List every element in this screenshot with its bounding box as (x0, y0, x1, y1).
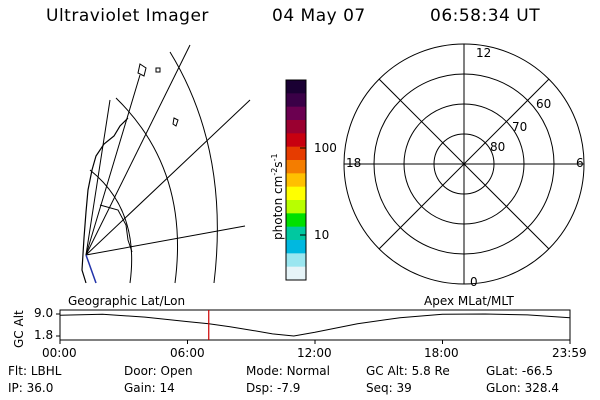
footer-glon-label: GLon: (486, 381, 521, 395)
map-meridian-2 (85, 225, 246, 256)
colorbar-segment (286, 146, 306, 161)
map-lat-arc-outer (169, 51, 218, 284)
footer-door-label: Door: (124, 364, 157, 378)
x-tick-1200: 12:00 (297, 346, 332, 360)
footer-seq-value: 39 (396, 381, 412, 395)
colorbar-segment (286, 106, 306, 121)
polar-lat-60: 60 (536, 97, 552, 111)
colorbar-segment (286, 213, 306, 228)
date-label: 04 May 07 (272, 6, 366, 26)
altitude-ylabel: GC Alt (12, 310, 26, 348)
footer-glon-value: 328.4 (524, 381, 559, 395)
time-label: 06:58:34 UT (430, 6, 541, 26)
altitude-line (59, 313, 571, 337)
x-tick-2359: 23:59 (552, 346, 587, 360)
instrument-title: Ultraviolet Imager (46, 6, 209, 26)
colorbar-segment (286, 266, 306, 281)
geographic-map (81, 44, 251, 284)
footer-door-value: Open (160, 364, 193, 378)
map-island-3 (155, 67, 161, 73)
colorbar-segment (286, 253, 306, 268)
footer-gcalt: GC Alt: 5.8 Re (366, 364, 450, 378)
footer-seq: Seq: 39 (366, 381, 412, 395)
footer-dsp-value: -7.9 (276, 381, 301, 395)
colorbar-segment (286, 240, 306, 254)
footer-gain-value: 14 (159, 381, 175, 395)
colorbar-segment (286, 226, 306, 241)
polar-lat-80: 80 (490, 140, 506, 154)
map-coastline (81, 117, 129, 284)
colorbar-unit-sup1: -2 (270, 167, 279, 176)
map-coastline-2 (99, 204, 133, 253)
colorbar-segment (286, 186, 306, 201)
footer-door: Door: Open (124, 364, 193, 378)
footer-gcalt-label: GC Alt: (366, 364, 408, 378)
map-meridian-1 (85, 74, 141, 256)
colorbar-tick-10: 10 (314, 228, 330, 242)
map-lat-arc-mid (115, 97, 178, 284)
footer-ip-value: 36.0 (26, 381, 54, 395)
footer-gcalt-value: 5.8 Re (411, 364, 450, 378)
footer-glat-label: GLat: (486, 364, 519, 378)
footer-glat: GLat: -66.5 (486, 364, 553, 378)
x-tick-0600: 06:00 (170, 346, 205, 360)
polar-label-6: 6 (576, 156, 584, 170)
colorbar-unit-label: photon cm-2s-1 (270, 153, 285, 240)
colorbar-segment (286, 160, 306, 174)
map-meridian-5 (85, 99, 251, 256)
map-island-1 (137, 63, 147, 77)
footer-ip-label: IP: (8, 381, 23, 395)
colorbar-unit-sup2: -1 (270, 153, 279, 162)
footer-mode-value: Normal (286, 364, 330, 378)
polar-label-0: 0 (470, 275, 478, 289)
colorbar-segment (286, 200, 306, 214)
polar-label-18: 18 (346, 156, 362, 170)
footer-flt-label: Flt: (8, 364, 27, 378)
footer-glon: GLon: 328.4 (486, 381, 559, 395)
x-tick-0000: 00:00 (42, 346, 77, 360)
map-island-2 (172, 117, 179, 127)
map-meridian-4 (85, 99, 111, 256)
colorbar-unit-base: photon cm (271, 175, 285, 240)
map-meridian-3 (85, 44, 191, 256)
footer-dsp-label: Dsp: (246, 381, 274, 395)
x-tick-1800: 18:00 (424, 346, 459, 360)
footer-ip: IP: 36.0 (8, 381, 53, 395)
colorbar-unit-s: s (271, 161, 285, 168)
colorbar-segment (286, 80, 306, 94)
colorbar (286, 80, 306, 281)
altitude-plot (56, 309, 571, 344)
colorbar-segment (286, 120, 306, 134)
footer-mode-label: Mode: (246, 364, 283, 378)
map-label-geographic: Geographic Lat/Lon (68, 294, 186, 308)
polar-plot (343, 43, 585, 285)
polar-lat-70: 70 (512, 120, 528, 134)
altitude-y-top: 9.0 (34, 306, 54, 320)
footer-flt: Flt: LBHL (8, 364, 61, 378)
footer-gain: Gain: 14 (124, 381, 175, 395)
footer-glat-value: -66.5 (521, 364, 553, 378)
footer-dsp: Dsp: -7.9 (246, 381, 300, 395)
footer-seq-label: Seq: (366, 381, 393, 395)
map-label-apex: Apex MLat/MLT (424, 294, 514, 308)
polar-diag-2 (378, 78, 550, 250)
footer-gain-label: Gain: (124, 381, 156, 395)
colorbar-tick-100: 100 (314, 141, 337, 155)
map-track (85, 254, 97, 284)
colorbar-segment (286, 93, 306, 108)
colorbar-segment (286, 133, 306, 148)
altitude-y-bottom: 1.8 (34, 328, 54, 342)
footer-mode: Mode: Normal (246, 364, 330, 378)
colorbar-segment (286, 173, 306, 188)
polar-label-12: 12 (476, 46, 492, 60)
footer-flt-value: LBHL (30, 364, 62, 378)
